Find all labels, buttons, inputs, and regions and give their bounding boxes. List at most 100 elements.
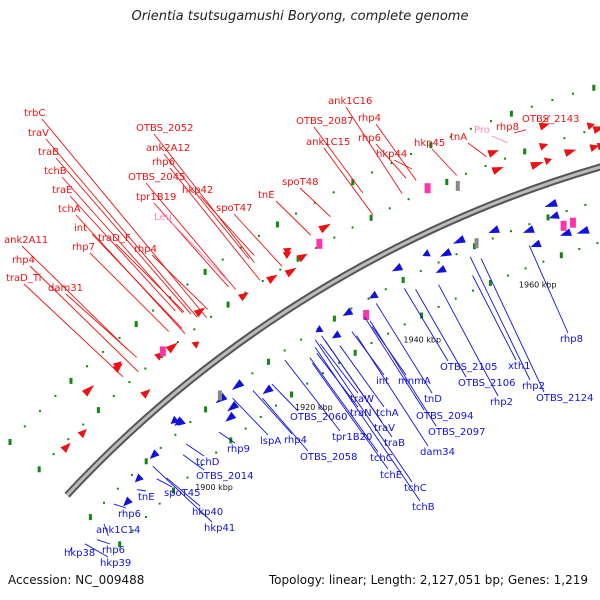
scale-tick <box>158 502 161 505</box>
reverse-gene-arrow <box>177 417 186 426</box>
reverse-leader-line <box>262 397 309 452</box>
forward-leader-line <box>491 135 508 144</box>
trna-feature <box>424 183 431 194</box>
forward-gene-label: traE <box>52 185 72 196</box>
forward-leader-line <box>299 187 331 218</box>
forward-gene-label: OTBS_2087 <box>296 116 353 127</box>
scale-tick <box>39 409 41 412</box>
reverse-leader-line <box>480 258 545 393</box>
reverse-gene-label: traV <box>374 423 395 434</box>
scale-tick <box>388 207 391 210</box>
scale-tick <box>112 395 115 397</box>
scale-tick <box>239 246 242 249</box>
forward-gene-label: dam31 <box>48 283 83 294</box>
reverse-gene-label: OTBS_2124 <box>536 393 593 404</box>
scale-tick <box>542 260 545 263</box>
scale-tick <box>221 258 224 261</box>
scale-tick <box>258 234 260 237</box>
scale-tick <box>290 391 293 398</box>
forward-gene-label: OTBS_2052 <box>136 123 193 134</box>
scale-tick <box>283 349 286 352</box>
reverse-leader-line <box>96 539 111 545</box>
scale-tick <box>563 137 566 140</box>
scale-tick-label: 1960 kbp <box>519 281 557 290</box>
reverse-gene-label: traB <box>384 438 405 449</box>
reverse-leader-line <box>472 275 517 361</box>
forward-gene-label: rhp8 <box>496 122 519 133</box>
scale-tick <box>259 415 262 418</box>
forward-leader-line <box>145 182 237 290</box>
forward-leader-line <box>29 265 139 373</box>
reverse-gene-arrow <box>368 290 379 299</box>
reverse-leader-line <box>218 431 236 444</box>
forward-leader-line <box>513 129 527 134</box>
reverse-leader-line <box>103 523 109 537</box>
topology-text: Topology: linear; Length: 2,127,051 bp; … <box>268 573 588 587</box>
trna-feature <box>569 217 576 228</box>
forward-leader-line <box>41 118 207 318</box>
forward-gene-arrow <box>592 126 600 134</box>
scale-tick <box>118 541 122 548</box>
forward-gene-arrow <box>266 274 278 284</box>
scale-tick <box>144 458 148 465</box>
reverse-gene-label: xth1 <box>508 361 531 372</box>
forward-gene-arrow <box>487 150 499 158</box>
reverse-gene-arrow <box>439 248 452 257</box>
scale-tick-label: 1940 kbp <box>403 335 441 344</box>
reverse-gene-label: tchE <box>380 470 402 481</box>
reverse-leader-line <box>84 543 109 558</box>
scale-tick <box>410 153 413 155</box>
scale-tick <box>465 172 467 175</box>
scale-tick <box>350 307 353 310</box>
forward-leader-line <box>65 293 138 358</box>
reverse-gene-arrow <box>548 211 560 219</box>
forward-leader-line <box>89 252 170 332</box>
scale-tick <box>128 381 131 384</box>
scale-tick <box>384 288 387 291</box>
scale-tick <box>578 248 581 250</box>
scale-tick <box>296 255 300 262</box>
scale-tick <box>295 212 297 215</box>
scale-tick <box>370 342 373 344</box>
forward-gene-label: rhp4 <box>134 244 157 255</box>
forward-gene-arrow <box>589 144 600 153</box>
reverse-gene-arrow <box>315 325 324 333</box>
forward-gene-arrow <box>282 247 292 256</box>
scale-tick <box>261 280 264 282</box>
reverse-gene-label: OTBS_2106 <box>458 378 515 389</box>
reverse-gene-label: dam34 <box>420 447 455 458</box>
trna-feature <box>316 238 323 249</box>
pseudogene-feature <box>217 390 222 401</box>
forward-gene-arrow <box>296 253 308 263</box>
forward-gene-arrow <box>563 149 577 157</box>
scale-tick <box>193 328 196 331</box>
scale-tick <box>103 501 105 504</box>
scale-tick <box>186 283 189 286</box>
scale-tick <box>275 404 277 407</box>
forward-leader-line <box>23 283 124 378</box>
reverse-gene-label: traN <box>350 408 372 419</box>
scale-tick <box>504 157 506 160</box>
forward-gene-label: rhp4 <box>358 113 381 124</box>
reverse-leader-line <box>364 316 425 411</box>
scale-tick <box>131 529 134 532</box>
reverse-gene-arrow <box>391 262 404 272</box>
reverse-gene-label: traW <box>350 394 374 405</box>
scale-tick <box>315 247 318 249</box>
reverse-gene-arrow <box>225 411 237 422</box>
scale-tick <box>403 323 406 326</box>
forward-gene-arrow <box>284 267 297 278</box>
scale-tick <box>102 350 105 353</box>
reverse-gene-label: rhp9 <box>227 444 250 455</box>
reverse-gene-arrow <box>435 264 447 274</box>
scale-tick <box>54 394 57 397</box>
scale-tick <box>267 358 270 365</box>
scale-tick <box>189 421 192 423</box>
reverse-gene-label: tchB <box>412 502 435 513</box>
scale-tick <box>118 336 121 339</box>
forward-gene-label: traD_F <box>98 233 131 244</box>
reverse-leader-line <box>339 345 385 408</box>
forward-gene-label: traD_Ti <box>6 273 41 284</box>
scale-tick <box>473 243 476 250</box>
